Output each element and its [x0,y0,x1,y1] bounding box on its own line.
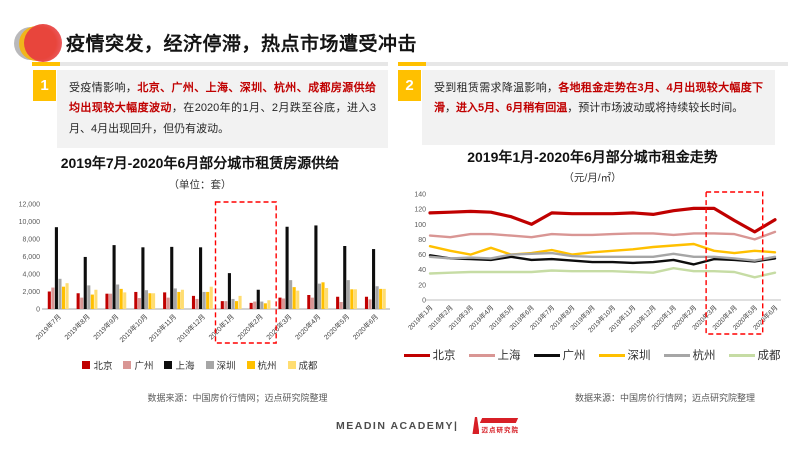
legend-swatch [468,353,495,357]
legend-swatch [287,361,296,369]
note-block-2: 2 受到租赁需求降温影响，各地租金走势在3月、4月出现较大幅度下滑，进入5月、6… [398,70,775,145]
legend-item-深圳: 深圳 [598,347,651,363]
legend-label: 北京 [93,361,113,372]
bar-chart-title: 2019年7月-2020年6月部分城市租赁房源供给 [60,155,340,171]
circle-red [24,24,62,62]
legend-swatch [663,353,690,357]
meadin-logo: 迈点研究院 [472,417,519,434]
legend-swatch [205,361,214,369]
divider-right [398,62,788,66]
note-2-text: 受到租赁需求降温影响，各地租金走势在3月、4月出现较大幅度下滑，进入5月、6月稍… [422,70,775,145]
legend-swatch [598,353,625,357]
legend-item-北京: 北京 [403,347,456,363]
line-chart-title: 2019年1月-2020年6月部分城市租金走势 [467,149,718,165]
note-2-number-badge: 2 [398,70,421,101]
legend-label: 成都 [757,350,781,362]
legend-label: 杭州 [257,361,277,372]
svg-text:0: 0 [422,298,426,305]
svg-text:120: 120 [414,207,426,214]
svg-text:2019年8月: 2019年8月 [62,312,91,341]
legend-swatch [533,353,560,357]
legend-item-广州: 广州 [533,347,586,363]
svg-text:2019年12月: 2019年12月 [175,312,207,344]
divider-right-accent [398,62,426,66]
legend-item-成都: 成都 [287,358,318,372]
svg-text:2019年10月: 2019年10月 [117,312,149,344]
legend-item-上海: 上海 [164,358,195,372]
svg-text:140: 140 [414,192,426,199]
legend-swatch [403,353,430,357]
legend-swatch [246,361,255,369]
svg-text:2019年11月: 2019年11月 [146,312,178,344]
divider-left [32,62,388,66]
legend-label: 广州 [134,361,154,372]
left-data-source: 数据来源：中国房价行情网；迈点研究院整理 [147,393,328,403]
svg-text:6,000: 6,000 [22,254,40,261]
svg-text:10,000: 10,000 [19,219,41,226]
svg-text:2019年9月: 2019年9月 [91,312,120,341]
legend-swatch [82,361,91,369]
legend-label: 广州 [562,350,586,362]
svg-text:8,000: 8,000 [22,237,40,244]
svg-text:40: 40 [418,267,426,274]
meadin-logo-text: 迈点研究院 [481,427,519,434]
line-chart: 0204060801001201402019年1月2019年2月2019年3月2… [406,191,781,335]
page-title: 疫情突发，经济停滞，热点市场遭受冲击 [66,34,418,55]
logo-swoosh [480,418,519,423]
footer: MEADIN ACADEMY| 迈点研究院 [0,417,800,434]
legend-item-成都: 成都 [728,347,781,363]
svg-text:4,000: 4,000 [22,272,40,279]
legend-label: 杭州 [692,350,716,362]
divider-left-accent [32,62,60,66]
note-block-1: 1 受疫情影响，北京、广州、上海、深圳、杭州、成都房源供给均出现较大幅度波动，在… [33,70,388,149]
bar-chart: 0 2,000 4,000 6,000 8,000 10,000 12,000 2019年7月… [19,201,390,344]
line-chart-legend: 北京 上海 广州 深圳 杭州 成都 [398,347,786,363]
svg-text:2020年2月: 2020年2月 [235,312,264,341]
header-divider [0,62,800,67]
meadin-logo-right: 迈点研究院 [480,418,519,434]
svg-text:100: 100 [414,222,426,229]
svg-text:2020年3月: 2020年3月 [264,312,293,341]
legend-label: 北京 [432,350,456,362]
svg-text:0: 0 [36,307,40,314]
svg-text:2020年4月: 2020年4月 [293,312,322,341]
legend-swatch [164,361,173,369]
brand-circles-icon [14,23,64,63]
note-1-text: 受疫情影响，北京、广州、上海、深圳、杭州、成都房源供给均出现较大幅度波动，在20… [57,70,388,149]
svg-text:80: 80 [418,237,426,244]
line-chart-unit: （元/月/㎡） [563,172,622,184]
svg-text:2019年7月: 2019年7月 [33,312,62,341]
legend-label: 上海 [497,350,521,362]
legend-label: 上海 [175,361,195,372]
lighthouse-icon [472,417,480,434]
legend-label: 深圳 [627,350,651,362]
legend-item-上海: 上海 [468,347,521,363]
legend-swatch [728,353,755,357]
svg-text:20: 20 [418,282,426,289]
svg-text:2020年5月: 2020年5月 [322,312,351,341]
svg-text:2,000: 2,000 [22,289,40,296]
right-data-source: 数据来源：中国房价行情网；迈点研究院整理 [574,393,755,403]
svg-text:60: 60 [418,252,426,259]
legend-item-深圳: 深圳 [205,358,236,372]
legend-item-广州: 广州 [123,358,153,372]
legend-item-北京: 北京 [82,358,112,372]
svg-text:2020年1月: 2020年1月 [206,312,235,341]
legend-item-杭州: 杭州 [246,358,277,372]
bar-chart-unit: （单位：套） [168,179,232,191]
legend-item-杭州: 杭州 [663,347,716,363]
bar-chart-legend: 北京 广州 上海 深圳 杭州 成都 [10,358,390,372]
footer-brand: MEADIN ACADEMY| [336,419,459,432]
svg-text:2020年6月: 2020年6月 [351,312,380,341]
legend-swatch [123,361,132,369]
legend-label: 深圳 [216,361,236,372]
legend-label: 成都 [298,361,318,372]
note-1-number-badge: 1 [33,70,56,101]
svg-text:12,000: 12,000 [19,202,41,209]
